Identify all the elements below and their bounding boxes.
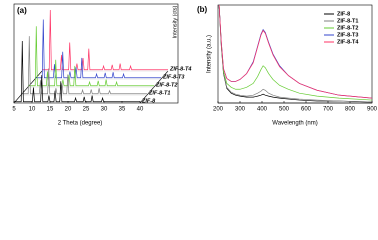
legend-label: ZIF-8-T1 <box>337 18 358 24</box>
series-label: ZIF-8 <box>141 98 156 104</box>
x-tick-label: 25 <box>83 107 90 113</box>
series-label: ZIF-8-T3 <box>162 74 184 80</box>
legend-label: ZIF-8-T2 <box>337 25 358 31</box>
x-tick-label: 10 <box>29 107 36 113</box>
legend-label: ZIF-8-T3 <box>337 32 358 38</box>
x-tick-label: 500 <box>279 107 290 113</box>
x-tick-label: 300 <box>235 107 246 113</box>
series-line <box>218 4 373 103</box>
series-line <box>218 4 373 103</box>
x-axis-label: Wavelength (nm) <box>272 121 317 127</box>
legend-label: ZIF-8 <box>337 11 350 17</box>
x-tick-label: 15 <box>47 107 54 113</box>
x-tick-label: 20 <box>65 107 72 113</box>
series-line <box>28 26 154 87</box>
panel-a-frame <box>13 3 179 104</box>
x-axis-label: 2 Theta (degree) <box>58 121 103 127</box>
x-tick-label: 35 <box>119 107 126 113</box>
series-line <box>21 36 147 95</box>
x-tick-label: 400 <box>257 107 268 113</box>
series-line <box>42 9 168 71</box>
series-label: ZIF-8-T4 <box>169 66 191 72</box>
x-tick-label: 40 <box>137 107 144 113</box>
x-tick-label: 200 <box>213 107 224 113</box>
legend-label: ZIF-8-T4 <box>337 39 359 45</box>
x-tick-label: 900 <box>367 107 378 113</box>
panel-label: (a) <box>17 6 27 15</box>
figure: (a) (b) 2 Theta (degree) Wavelength (nm)… <box>12 3 378 127</box>
x-tick-label: 800 <box>345 107 356 113</box>
series-label: ZIF-8-T1 <box>148 90 170 96</box>
series-label: ZIF-8-T2 <box>155 82 177 88</box>
x-tick-label: 30 <box>101 107 108 113</box>
x-tick-label: 700 <box>323 107 334 113</box>
series-line <box>218 4 373 99</box>
series-line <box>14 40 140 103</box>
x-tick-label: 600 <box>301 107 312 113</box>
x-tick-label: 5 <box>12 107 16 113</box>
series-line <box>218 4 373 101</box>
y-axis-label: Intensity (a.u.) <box>207 35 213 73</box>
y-axis-label: Intensity (cts) <box>172 5 178 38</box>
series-line <box>35 19 161 79</box>
panel-label: (b) <box>197 5 208 14</box>
